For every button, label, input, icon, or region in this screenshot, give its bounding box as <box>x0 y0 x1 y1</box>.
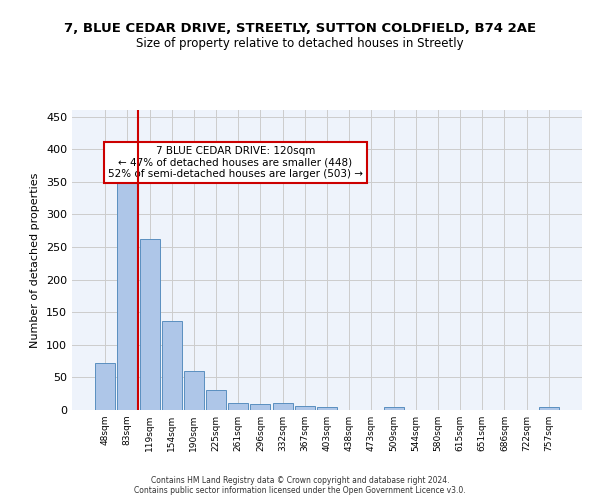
Y-axis label: Number of detached properties: Number of detached properties <box>31 172 40 348</box>
Bar <box>184 371 204 410</box>
Bar <box>317 406 337 410</box>
Bar <box>162 322 182 410</box>
Bar <box>272 404 293 410</box>
Bar <box>206 390 226 410</box>
Text: 7 BLUE CEDAR DRIVE: 120sqm
← 47% of detached houses are smaller (448)
52% of sem: 7 BLUE CEDAR DRIVE: 120sqm ← 47% of deta… <box>108 146 363 179</box>
Bar <box>228 404 248 410</box>
Text: Contains HM Land Registry data © Crown copyright and database right 2024.
Contai: Contains HM Land Registry data © Crown c… <box>134 476 466 495</box>
Bar <box>118 164 137 410</box>
Bar <box>383 408 404 410</box>
Bar <box>295 406 315 410</box>
Bar <box>250 404 271 410</box>
Text: Size of property relative to detached houses in Streetly: Size of property relative to detached ho… <box>136 38 464 51</box>
Bar <box>140 239 160 410</box>
Text: 7, BLUE CEDAR DRIVE, STREETLY, SUTTON COLDFIELD, B74 2AE: 7, BLUE CEDAR DRIVE, STREETLY, SUTTON CO… <box>64 22 536 36</box>
Bar <box>539 408 559 410</box>
Bar <box>95 363 115 410</box>
